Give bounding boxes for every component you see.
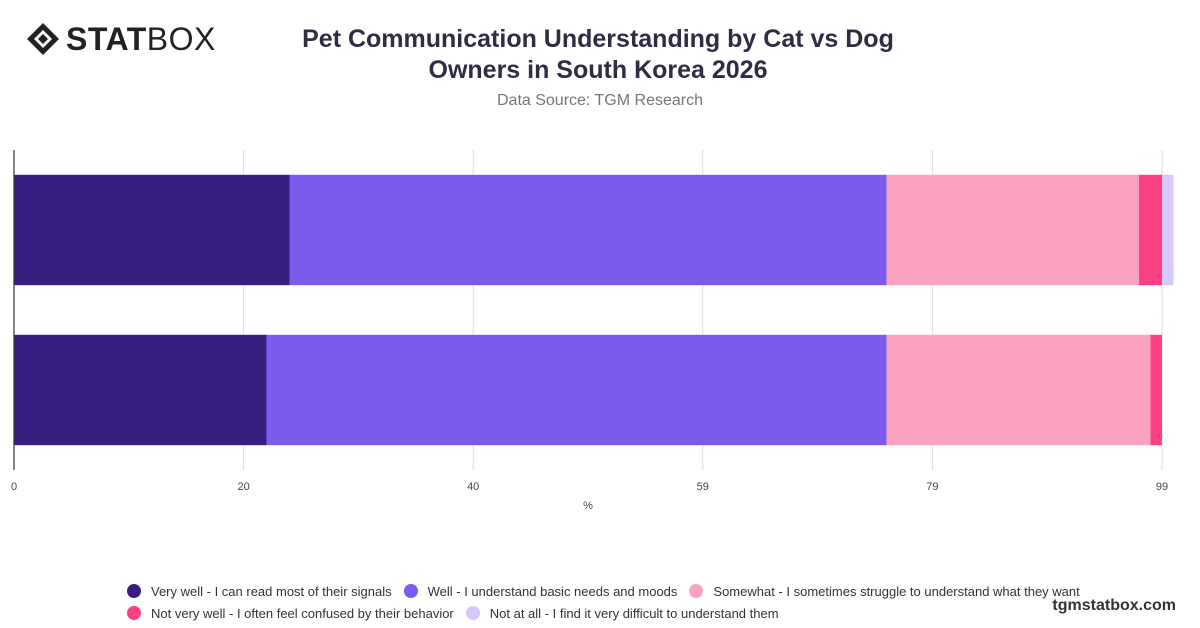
legend-item-very-well[interactable]: Very well - I can read most of their sig…: [127, 584, 392, 599]
chart-subtitle: Data Source: TGM Research: [496, 92, 703, 109]
legend-swatch: [689, 584, 704, 598]
legend-label: Not very well - I often feel confused by…: [151, 605, 454, 621]
bar-segment: [1150, 334, 1162, 446]
legend-swatch: [127, 606, 141, 620]
legend-swatch: [465, 606, 480, 620]
bar-segment: [886, 334, 1151, 446]
bar-segment: [14, 174, 290, 286]
bar-segment: [266, 334, 887, 446]
legend-row: Not very well - I often feel confused by…: [127, 602, 1107, 624]
bar-segment: [289, 174, 887, 286]
chart-legend: Very well - I can read most of their sig…: [127, 580, 1107, 624]
legend-label: Somewhat - I sometimes struggle to under…: [713, 583, 1080, 599]
stacked-bar-chart: 0 20 40 59 79 99%: [11, 150, 1174, 512]
watermark: tgmstatbox.com: [1052, 597, 1176, 614]
legend-item-not-at-all[interactable]: Not at all - I find it very difficult to…: [465, 605, 779, 621]
x-tick-label: 79: [926, 481, 938, 493]
x-tick-label: 40: [467, 481, 479, 493]
legend-label: Well - I understand basic needs and mood…: [427, 583, 678, 599]
x-axis-label: %: [583, 500, 593, 512]
legend-row: Very well - I can read most of their sig…: [127, 580, 1107, 602]
x-tick-label: 59: [697, 481, 709, 493]
logo-text-bold: STAT: [66, 21, 147, 57]
legend-item-well[interactable]: Well - I understand basic needs and mood…: [403, 583, 678, 599]
x-tick-label: 0: [11, 481, 17, 493]
logo-text: STATBOX: [66, 23, 216, 55]
legend-swatch: [127, 584, 141, 598]
logo-text-light: BOX: [146, 21, 216, 57]
legend-item-somewhat[interactable]: Somewhat - I sometimes struggle to under…: [689, 583, 1080, 599]
legend-swatch: [403, 584, 418, 598]
chart-title: Pet Communication Understanding by Cat v…: [302, 25, 894, 84]
bar-segment: [1162, 174, 1174, 286]
statbox-logo-icon: [27, 23, 59, 55]
bar-segment: [886, 174, 1140, 286]
statbox-logo: STATBOX: [26, 22, 216, 56]
bar-segment: [14, 334, 267, 446]
legend-label: Very well - I can read most of their sig…: [151, 583, 392, 599]
legend-item-not-very-well[interactable]: Not very well - I often feel confused by…: [127, 606, 454, 621]
bar-segment: [1139, 174, 1162, 286]
legend-label: Not at all - I find it very difficult to…: [489, 605, 779, 621]
x-tick-label: 99: [1156, 481, 1168, 493]
x-tick-label: 20: [237, 481, 249, 493]
